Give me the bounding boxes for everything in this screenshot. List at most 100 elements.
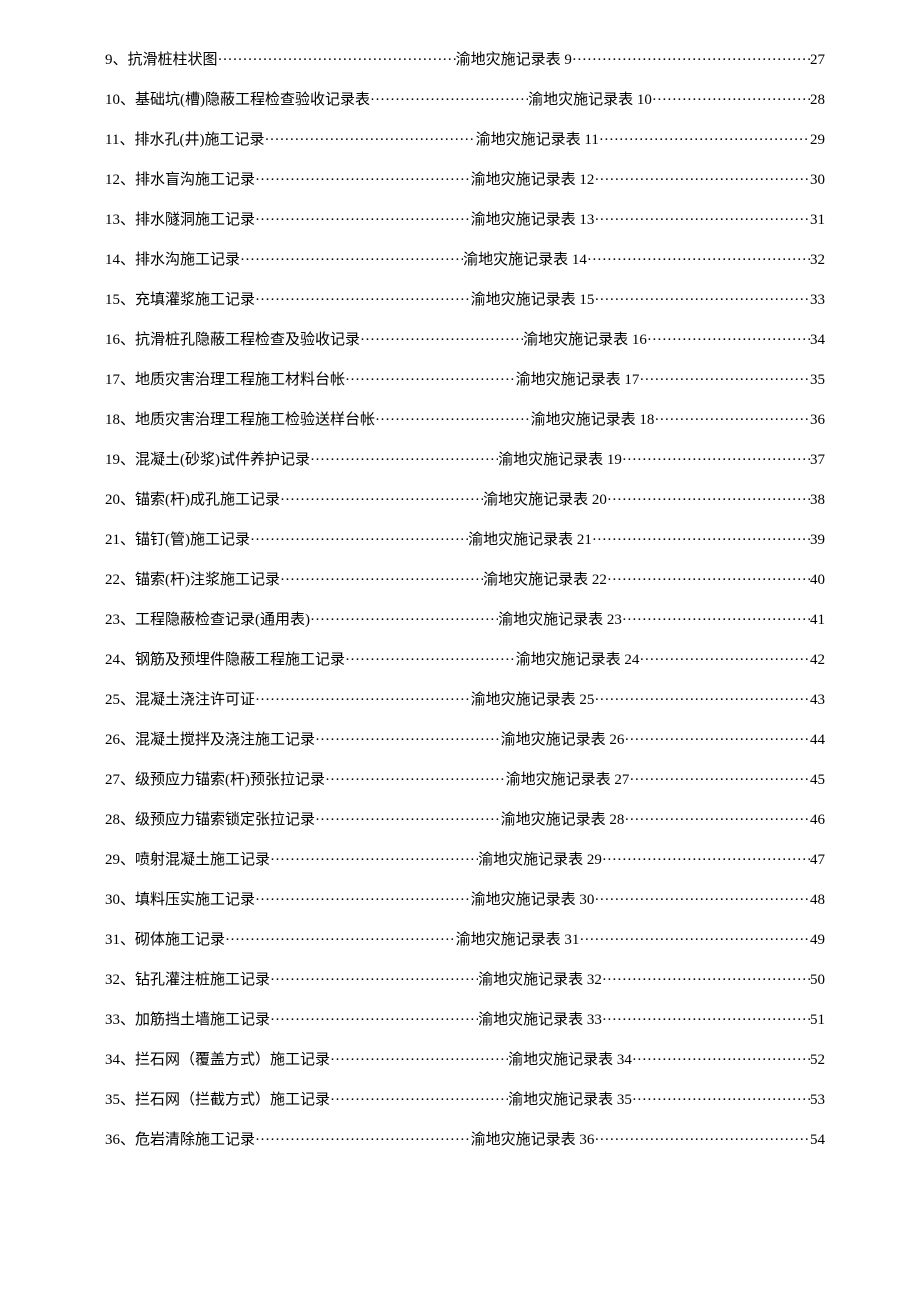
toc-entry-number: 22、 [105,570,135,591]
toc-form-label: 渝地灾施记录表 13 [471,210,595,231]
toc-form-label: 渝地灾施记录表 29 [478,850,602,871]
toc-entry: 32、钻孔灌注桩施工记录渝地灾施记录表 3250 [105,970,825,991]
toc-page-number: 42 [810,650,825,671]
toc-entry: 16、抗滑桩孔隐蔽工程检查及验收记录渝地灾施记录表 1634 [105,330,825,351]
toc-entry-title: 锚索(杆)成孔施工记录 [135,490,280,511]
toc-entry: 30、填料压实施工记录渝地灾施记录表 3048 [105,890,825,911]
toc-entry-number: 33、 [105,1010,135,1031]
toc-page-number: 38 [810,490,825,511]
toc-leader-dots [345,370,516,391]
toc-leader-dots [270,970,478,991]
toc-entry: 25、混凝土浇注许可证渝地灾施记录表 2543 [105,690,825,711]
toc-entry-number: 18、 [105,410,135,431]
toc-entry-title: 充填灌浆施工记录 [135,290,255,311]
toc-page: 9、抗滑桩柱状图渝地灾施记录表 92710、基础坑(槽)隐蔽工程检查验收记录表渝… [0,0,920,1220]
toc-leader-dots [270,1010,478,1031]
toc-leader-dots [639,650,810,671]
toc-page-number: 37 [810,450,825,471]
toc-entry: 29、喷射混凝土施工记录渝地灾施记录表 2947 [105,850,825,871]
toc-entry: 20、锚索(杆)成孔施工记录渝地灾施记录表 2038 [105,490,825,511]
toc-entry-number: 20、 [105,490,135,511]
toc-entry-number: 19、 [105,450,135,471]
toc-leader-dots [250,530,468,551]
toc-entry-number: 32、 [105,970,135,991]
toc-leader-dots [639,370,810,391]
toc-form-label: 渝地灾施记录表 26 [501,730,625,751]
toc-leader-dots [310,610,498,631]
toc-leader-dots [255,170,471,191]
toc-form-label: 渝地灾施记录表 23 [498,610,622,631]
toc-entry-title: 混凝土浇注许可证 [135,690,255,711]
toc-page-number: 48 [810,890,825,911]
toc-entry: 36、危岩清除施工记录渝地灾施记录表 3654 [105,1130,825,1151]
toc-form-label: 渝地灾施记录表 12 [471,170,595,191]
toc-entry-title: 加筋挡土墙施工记录 [135,1010,270,1031]
toc-entry-title: 级预应力锚索锁定张拉记录 [135,810,315,831]
toc-entry-title: 混凝土搅拌及浇注施工记录 [135,730,315,751]
toc-entry-number: 30、 [105,890,135,911]
toc-list: 9、抗滑桩柱状图渝地灾施记录表 92710、基础坑(槽)隐蔽工程检查验收记录表渝… [105,50,825,1151]
toc-entry: 9、抗滑桩柱状图渝地灾施记录表 927 [105,50,825,71]
toc-entry-title: 危岩清除施工记录 [135,1130,255,1151]
toc-entry-title: 抗滑桩孔隐蔽工程检查及验收记录 [135,330,360,351]
toc-leader-dots [599,130,810,151]
toc-leader-dots [370,90,528,111]
toc-leader-dots [572,50,810,71]
toc-page-number: 41 [810,610,825,631]
toc-entry-number: 34、 [105,1050,135,1071]
toc-page-number: 45 [810,770,825,791]
toc-leader-dots [622,450,810,471]
toc-page-number: 36 [810,410,825,431]
toc-entry-title: 排水盲沟施工记录 [135,170,255,191]
toc-form-label: 渝地灾施记录表 28 [501,810,625,831]
toc-page-number: 29 [810,130,825,151]
toc-leader-dots [624,810,810,831]
toc-page-number: 49 [810,930,825,951]
toc-entry-number: 27、 [105,770,135,791]
toc-entry: 34、拦石网（覆盖方式）施工记录渝地灾施记录表 3452 [105,1050,825,1071]
toc-entry: 23、工程隐蔽检查记录(通用表) 渝地灾施记录表 23 41 [105,610,825,631]
toc-leader-dots [255,210,471,231]
toc-entry-number: 35、 [105,1090,135,1111]
toc-leader-dots [255,1130,471,1151]
toc-entry-number: 24、 [105,650,135,671]
toc-page-number: 51 [810,1010,825,1031]
toc-leader-dots [624,730,810,751]
toc-leader-dots [607,490,810,511]
toc-entry: 12、排水盲沟施工记录 渝地灾施记录表 12 30 [105,170,825,191]
toc-leader-dots [255,890,471,911]
toc-leader-dots [360,330,523,351]
toc-entry-number: 23、 [105,610,135,631]
toc-form-label: 渝地灾施记录表 18 [531,410,655,431]
toc-entry-title: 工程隐蔽检查记录(通用表) [135,610,310,631]
toc-entry: 10、基础坑(槽)隐蔽工程检查验收记录表渝地灾施记录表 1028 [105,90,825,111]
toc-leader-dots [602,1010,810,1031]
toc-entry-number: 13、 [105,210,135,231]
toc-entry: 18、地质灾害治理工程施工检验送样台帐渝地灾施记录表 1836 [105,410,825,431]
toc-entry-number: 9、 [105,50,128,71]
toc-entry-title: 锚钉(管)施工记录 [135,530,250,551]
toc-form-label: 渝地灾施记录表 9 [456,50,572,71]
toc-entry-title: 级预应力锚索(杆)预张拉记录 [135,770,325,791]
toc-page-number: 44 [810,730,825,751]
toc-entry: 24、钢筋及预埋件隐蔽工程施工记录渝地灾施记录表 2442 [105,650,825,671]
toc-entry-title: 排水孔(井)施工记录 [134,130,264,151]
toc-entry-title: 砌体施工记录 [135,930,225,951]
toc-entry-title: 排水沟施工记录 [135,250,240,271]
toc-entry: 22、锚索(杆)注浆施工记录渝地灾施记录表 2240 [105,570,825,591]
toc-entry-number: 31、 [105,930,135,951]
toc-leader-dots [632,1050,810,1071]
toc-form-label: 渝地灾施记录表 27 [506,770,630,791]
toc-page-number: 30 [810,170,825,191]
toc-leader-dots [602,850,810,871]
toc-page-number: 27 [810,50,825,71]
toc-leader-dots [315,730,501,751]
toc-leader-dots [594,690,810,711]
toc-page-number: 40 [810,570,825,591]
toc-page-number: 47 [810,850,825,871]
toc-entry-number: 12、 [105,170,135,191]
toc-form-label: 渝地灾施记录表 24 [516,650,640,671]
toc-entry-title: 混凝土(砂浆)试件养护记录 [135,450,310,471]
toc-entry: 27、级预应力锚索(杆)预张拉记录 渝地灾施记录表 27 45 [105,770,825,791]
toc-leader-dots [280,570,483,591]
